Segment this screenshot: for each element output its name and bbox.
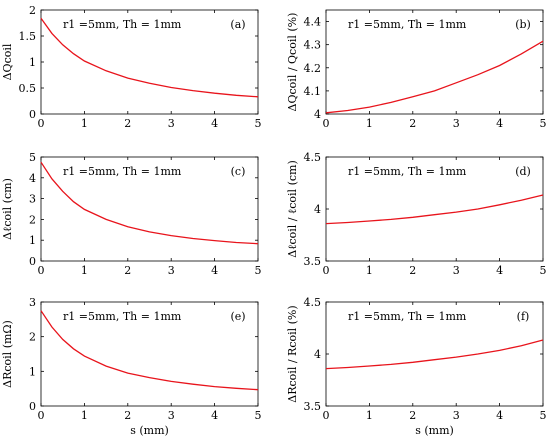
panel-label: (d) (515, 165, 531, 178)
x-tick-label: 0 (38, 409, 45, 422)
chart-panel-f: 0 1 2 3 4 5 3.5 4 4.5 r1 =5mm, Th = 1mm (f) ΔRcoil … (286, 296, 547, 437)
x-tick-label: 0 (323, 117, 330, 130)
x-axis-label: s (mm) (415, 424, 454, 437)
chart-panel-d: 0 1 2 3 4 5 3.5 4 4.5 r1 =5mm, Th = 1mm (d) Δℓcoil … (286, 151, 547, 277)
x-tick-label: 1 (81, 117, 88, 130)
x-tick-label: 5 (255, 409, 262, 422)
x-tick-label: 1 (366, 264, 373, 277)
panel-label: (e) (230, 310, 245, 323)
plot-frame (40, 301, 259, 407)
y-axis-label: ΔQcoil / Qcoil (%) (286, 13, 299, 112)
x-tick-label: 1 (366, 409, 373, 422)
chart-panel-a: 0 1 2 3 4 5 0 0.5 1 1.5 2 r1 =5mm, Th = 1mm (a) ΔQcoi… (1, 4, 262, 130)
chart-panel-b: 0 1 2 3 4 5 4 4.1 4.2 4.3 4.4 r1 =5mm, Th = 1mm (b) Δ… (286, 9, 547, 130)
y-tick-label: 4 (314, 203, 321, 216)
y-tick-label: 2 (29, 213, 36, 226)
y-tick-label: 3.5 (304, 255, 322, 268)
x-tick-label: 1 (81, 264, 88, 277)
annotation-text: r1 =5mm, Th = 1mm (63, 18, 182, 31)
x-tick-label: 2 (409, 409, 416, 422)
y-tick-label: 4.1 (304, 85, 322, 98)
series-line (40, 310, 259, 391)
panel-label: (c) (231, 165, 246, 178)
y-axis-label: Δℓcoil (cm) (1, 178, 14, 240)
series-line (325, 40, 544, 114)
panel-label: (f) (517, 310, 530, 323)
x-tick-label: 2 (409, 117, 416, 130)
x-tick-label: 3 (168, 264, 175, 277)
panel-label: (b) (515, 18, 531, 31)
x-tick-label: 0 (323, 409, 330, 422)
x-tick-label: 5 (540, 409, 547, 422)
x-tick-label: 2 (124, 264, 131, 277)
y-tick-label: 5 (29, 151, 36, 164)
x-tick-label: 3 (168, 117, 175, 130)
y-tick-label: 2 (29, 4, 36, 17)
y-tick-label: 1 (29, 365, 36, 378)
x-tick-label: 0 (323, 264, 330, 277)
y-tick-label: 0.5 (19, 82, 37, 95)
y-tick-label: 0 (29, 400, 36, 413)
x-tick-label: 3 (453, 409, 460, 422)
panel-label: (a) (230, 18, 245, 31)
y-axis-label: ΔRcoil / Rcoil (%) (286, 305, 299, 402)
plot-frame (325, 9, 544, 115)
y-tick-label: 4.5 (304, 296, 322, 309)
x-tick-label: 2 (124, 409, 131, 422)
x-tick-label: 2 (409, 264, 416, 277)
y-tick-label: 4.4 (304, 16, 322, 29)
x-tick-label: 1 (81, 409, 88, 422)
x-tick-label: 5 (255, 117, 262, 130)
y-tick-label: 4 (314, 348, 321, 361)
y-tick-label: 2 (29, 331, 36, 344)
y-axis-label: Δℓcoil / ℓcoil (cm) (286, 160, 299, 258)
y-tick-label: 4.2 (304, 62, 322, 75)
x-tick-label: 4 (211, 409, 218, 422)
y-axis-label: ΔQcoil (1, 43, 14, 80)
y-tick-label: 4 (314, 108, 321, 121)
x-tick-label: 2 (124, 117, 131, 130)
y-tick-label: 0 (29, 108, 36, 121)
y-tick-label: 1 (29, 234, 36, 247)
x-tick-label: 0 (38, 264, 45, 277)
x-tick-label: 5 (540, 117, 547, 130)
y-tick-label: 1.5 (19, 30, 37, 43)
series-line (40, 161, 259, 245)
x-tick-label: 3 (168, 409, 175, 422)
y-tick-label: 1 (29, 56, 36, 69)
x-tick-label: 0 (38, 117, 45, 130)
series-line (325, 339, 544, 370)
x-tick-label: 3 (453, 117, 460, 130)
y-tick-label: 4.5 (304, 151, 322, 164)
annotation-text: r1 =5mm, Th = 1mm (348, 310, 467, 323)
x-tick-label: 4 (496, 117, 503, 130)
plot-frame (40, 156, 259, 262)
y-tick-label: 3 (29, 193, 36, 206)
annotation-text: r1 =5mm, Th = 1mm (348, 165, 467, 178)
annotation-text: r1 =5mm, Th = 1mm (348, 18, 467, 31)
x-tick-label: 5 (255, 264, 262, 277)
y-tick-label: 0 (29, 255, 36, 268)
x-tick-label: 4 (496, 409, 503, 422)
annotation-text: r1 =5mm, Th = 1mm (63, 310, 182, 323)
x-tick-label: 4 (211, 117, 218, 130)
x-tick-label: 3 (453, 264, 460, 277)
annotation-text: r1 =5mm, Th = 1mm (63, 165, 182, 178)
y-axis-label: ΔRcoil (mΩ) (1, 320, 14, 388)
x-tick-label: 5 (540, 264, 547, 277)
chart-panel-e: 0 1 2 3 4 5 0 1 2 3 r1 =5mm, Th = 1mm (e) ΔRcoil (mΩ… (1, 296, 262, 437)
y-tick-label: 3.5 (304, 400, 322, 413)
x-axis-label: s (mm) (130, 424, 169, 437)
x-tick-label: 4 (211, 264, 218, 277)
x-tick-label: 4 (496, 264, 503, 277)
y-tick-label: 3 (29, 296, 36, 309)
x-tick-label: 1 (366, 117, 373, 130)
series-line (325, 194, 544, 225)
series-line (40, 17, 259, 98)
chart-panel-c: 0 1 2 3 4 5 0 1 2 3 4 5 r1 =5mm, Th = 1mm (c) Δℓcoil (… (1, 151, 262, 277)
y-tick-label: 4.3 (304, 39, 322, 52)
y-tick-label: 4 (29, 172, 36, 185)
